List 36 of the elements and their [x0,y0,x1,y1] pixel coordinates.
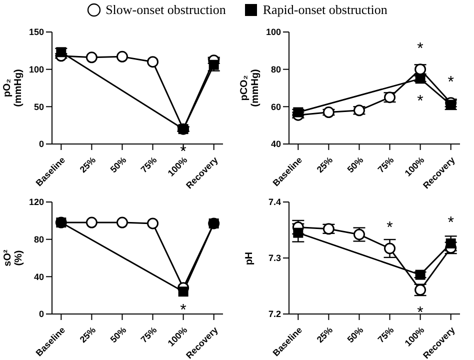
y-tick-label: 120 [28,197,44,208]
y-tick-label: 40 [270,139,281,150]
y-tick-label: 0 [38,309,44,320]
y-tick-label: 60 [270,102,281,112]
y-tick-label: 7.3 [268,253,281,264]
legend-label: Rapid-onset obstruction [262,2,388,18]
y-tick-label: 40 [34,272,44,282]
x-tick-label: 75% [138,154,159,175]
y-tick-label: 80 [270,64,281,75]
legend-label: Slow-onset obstruction [106,2,226,18]
y-tick-label: 80 [34,234,44,245]
x-tick-label: 75% [376,154,396,175]
annotation: * [417,304,424,322]
annotation: * [448,214,454,232]
annotation: * [180,302,186,319]
y-axis-title: pH [244,251,256,265]
y-tick-label: 100 [28,64,44,75]
y-tick-label: 7.2 [268,309,281,320]
annotation: * [417,93,424,110]
y-tick-label: 50 [34,102,44,112]
y-axis-title: pO₂ (mmHg) [2,69,24,107]
y-axis-title: pCO₂ (mmHg) [239,69,261,107]
x-tick-label: 75% [138,324,159,345]
x-tick-label: 75% [376,324,396,345]
annotation: * [417,40,424,58]
x-tick-label: 50% [345,324,366,345]
x-tick-label: 50% [345,154,366,175]
y-tick-label: 0 [38,139,44,150]
annotation: * [448,74,454,91]
y-axis-title: sO² (%) [2,250,24,266]
x-tick-label: 50% [108,154,128,175]
y-tick-label: 100 [266,27,281,38]
y-tick-label: 150 [28,27,44,38]
y-tick-label: 7.4 [268,197,281,208]
annotation: * [386,219,393,236]
x-tick-label: 50% [108,324,128,345]
